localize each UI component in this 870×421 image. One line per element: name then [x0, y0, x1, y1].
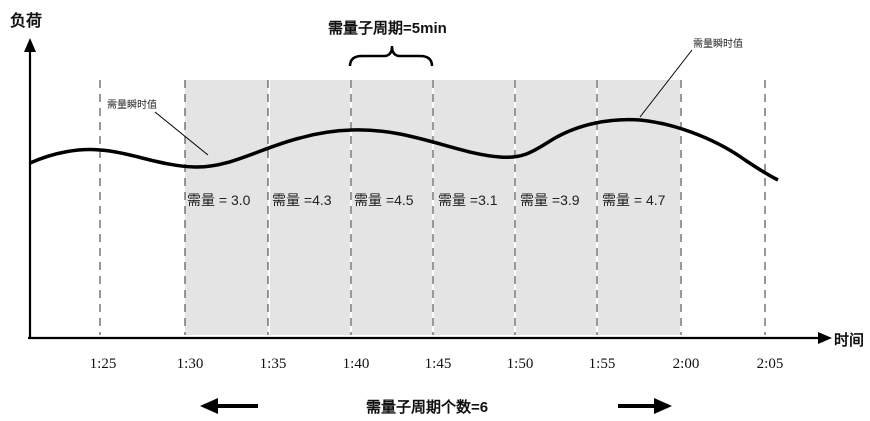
right-arrow	[618, 398, 672, 414]
tick-label: 1:35	[260, 356, 287, 372]
y-axis-arrow	[24, 38, 36, 52]
tick-label: 1:45	[425, 356, 452, 372]
subperiod-band	[185, 80, 268, 335]
y-axis-label: 负荷	[10, 11, 42, 30]
tick-label: 1:50	[507, 356, 534, 372]
subperiod-band	[270, 80, 350, 335]
x-axis-label: 时间	[834, 331, 864, 349]
left-annotation: 需量瞬时值	[107, 98, 157, 111]
left-arrow	[200, 398, 258, 414]
subperiod-title: 需量子周期=5min	[328, 19, 447, 37]
subperiod-count-label: 需量子周期个数=6	[366, 398, 488, 416]
tick-label: 1:30	[177, 356, 204, 372]
subperiod-shading	[185, 80, 680, 335]
time-gridlines	[99, 80, 766, 335]
tick-labels: 1:25 1:30 1:35 1:40 1:45 1:50 1:55 2:00 …	[90, 356, 784, 372]
tick-label: 1:40	[343, 356, 370, 372]
tick-label: 2:00	[673, 356, 700, 372]
subperiod-band	[352, 80, 432, 335]
right-annotation: 需量瞬时值	[693, 37, 743, 50]
tick-label: 2:05	[757, 356, 784, 372]
x-axis-arrow	[818, 332, 832, 344]
subperiod-band	[434, 80, 514, 335]
demand-values: 需量 = 3.0 需量 =4.3 需量 =4.5 需量 =3.1 需量 =3.9…	[187, 192, 666, 208]
demand-value: 需量 =4.3	[272, 192, 332, 208]
demand-value: 需量 =3.9	[520, 192, 580, 208]
tick-label: 1:25	[90, 356, 117, 372]
right-annotation-pointer	[639, 49, 693, 118]
left-annotation-pointer	[154, 111, 209, 156]
subperiod-band	[516, 80, 596, 335]
demand-value: 需量 = 3.0	[187, 192, 251, 208]
load-curve	[29, 117, 779, 182]
brace	[348, 45, 434, 67]
demand-value: 需量 =3.1	[438, 192, 498, 208]
demand-value: 需量 = 4.7	[602, 192, 666, 208]
demand-value: 需量 =4.5	[354, 192, 414, 208]
tick-label: 1:55	[589, 356, 616, 372]
subperiod-band	[598, 80, 680, 335]
axes	[28, 48, 820, 340]
